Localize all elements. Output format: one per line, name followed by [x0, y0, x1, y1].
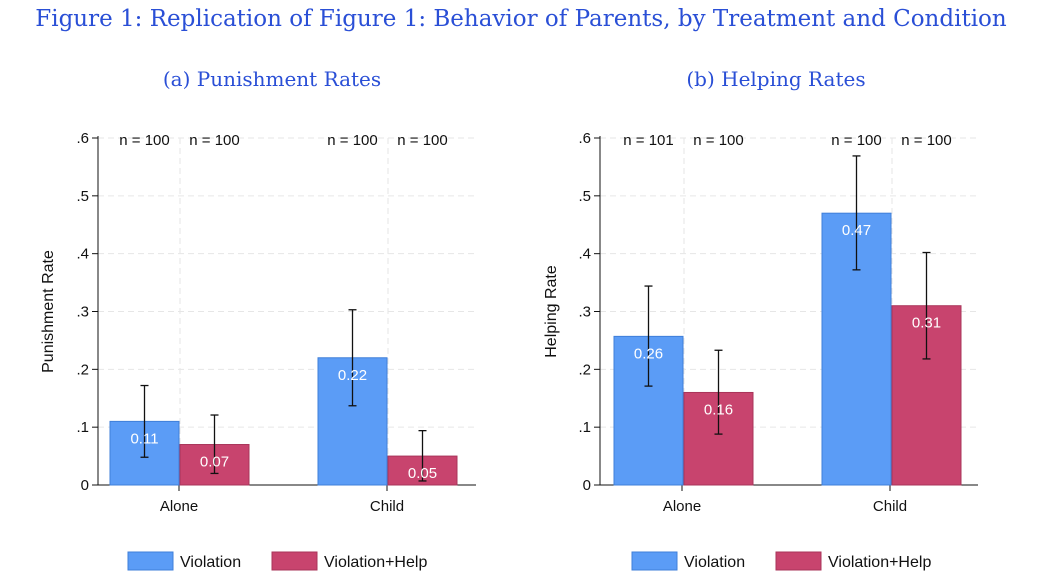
- legend-label: Violation: [684, 554, 745, 571]
- y-tick-label: .6: [578, 130, 591, 147]
- data-label: 0.16: [704, 401, 733, 418]
- y-tick-label: .4: [578, 246, 591, 263]
- y-axis-label: Helping Rate: [543, 265, 560, 358]
- y-tick-label: .3: [578, 304, 591, 321]
- data-label: 0.47: [842, 222, 871, 239]
- sample-size-label: n = 100: [693, 132, 743, 149]
- legend-label: Violation+Help: [324, 554, 427, 571]
- x-tick-label: Alone: [663, 498, 701, 515]
- data-label: 0.22: [338, 367, 367, 384]
- y-tick-label: 0: [583, 477, 591, 494]
- x-tick-label: Child: [873, 498, 907, 515]
- legend-swatch: [271, 551, 318, 571]
- y-tick-label: .2: [578, 361, 591, 378]
- sample-size-label: n = 101: [623, 132, 673, 149]
- legend-swatch: [631, 551, 678, 571]
- sample-size-label: n = 100: [397, 132, 447, 149]
- data-label: 0.05: [408, 465, 437, 482]
- panel-title: (a) Punishment Rates: [163, 67, 381, 91]
- y-axis-label: Punishment Rate: [40, 250, 57, 373]
- x-tick-label: Alone: [160, 498, 198, 515]
- x-tick-label: Child: [370, 498, 404, 515]
- legend-label: Violation+Help: [828, 554, 931, 571]
- y-tick-label: .1: [76, 419, 89, 436]
- sample-size-label: n = 100: [327, 132, 377, 149]
- y-tick-label: .5: [578, 188, 591, 205]
- sample-size-label: n = 100: [119, 132, 169, 149]
- y-tick-label: .5: [76, 188, 89, 205]
- figure-title: Figure 1: Replication of Figure 1: Behav…: [35, 6, 1007, 32]
- data-label: 0.31: [912, 315, 941, 332]
- legend-swatch: [775, 551, 822, 571]
- sample-size-label: n = 100: [901, 132, 951, 149]
- panel-title: (b) Helping Rates: [686, 67, 865, 91]
- y-tick-label: .4: [76, 246, 89, 263]
- sample-size-label: n = 100: [831, 132, 881, 149]
- y-tick-label: 0: [81, 477, 89, 494]
- data-label: 0.11: [130, 430, 158, 447]
- y-tick-label: .6: [76, 130, 89, 147]
- data-label: 0.26: [634, 345, 663, 362]
- y-tick-label: .1: [578, 419, 591, 436]
- legend-label: Violation: [180, 554, 241, 571]
- legend-swatch: [127, 551, 174, 571]
- y-tick-label: .2: [76, 361, 89, 378]
- data-label: 0.07: [200, 454, 229, 471]
- y-tick-label: .3: [76, 304, 89, 321]
- sample-size-label: n = 100: [189, 132, 239, 149]
